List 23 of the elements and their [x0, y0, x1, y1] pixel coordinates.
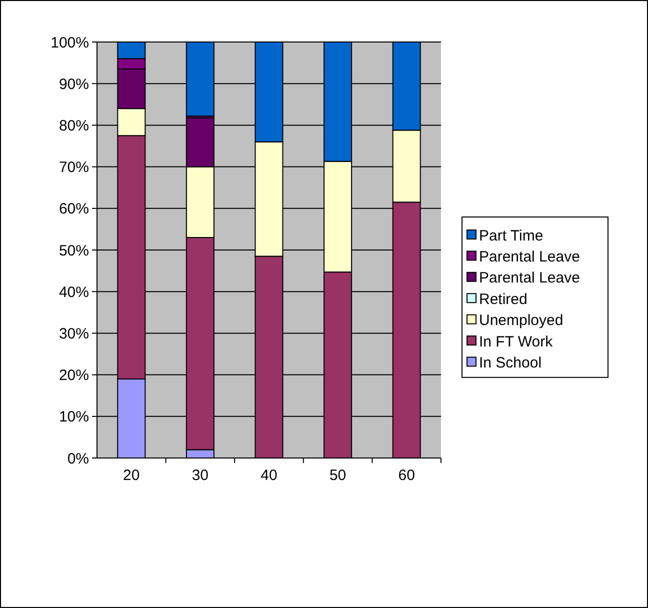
- legend-label: In School: [479, 354, 542, 372]
- legend-label: Parental Leave: [479, 270, 580, 287]
- legend-label: Unemployed: [479, 312, 564, 330]
- legend-label: Part Time: [479, 227, 544, 244]
- legend-label: In FT Work: [479, 333, 554, 350]
- legend-label: Parental Leave: [479, 248, 580, 266]
- y-tick-label: 30%: [58, 325, 89, 342]
- y-tick-label: 10%: [58, 408, 89, 426]
- x-tick-label: 50: [329, 467, 346, 484]
- y-tick-label: 70%: [58, 159, 89, 176]
- y-tick-label: 90%: [58, 76, 89, 93]
- x-tick-label: 60: [398, 467, 415, 484]
- x-tick-label: 30: [192, 467, 209, 484]
- y-tick-label: 60%: [58, 200, 89, 218]
- y-tick-label: 20%: [58, 367, 89, 384]
- x-tick-label: 20: [123, 467, 140, 484]
- y-tick-label: 80%: [58, 117, 89, 134]
- y-tick-label: 50%: [58, 242, 89, 260]
- y-tick-label: 40%: [58, 284, 89, 301]
- y-tick-label: 100%: [50, 34, 89, 52]
- x-tick-label: 40: [260, 467, 278, 484]
- legend-label: Retired: [479, 290, 528, 308]
- y-tick-label: 0%: [67, 450, 89, 468]
